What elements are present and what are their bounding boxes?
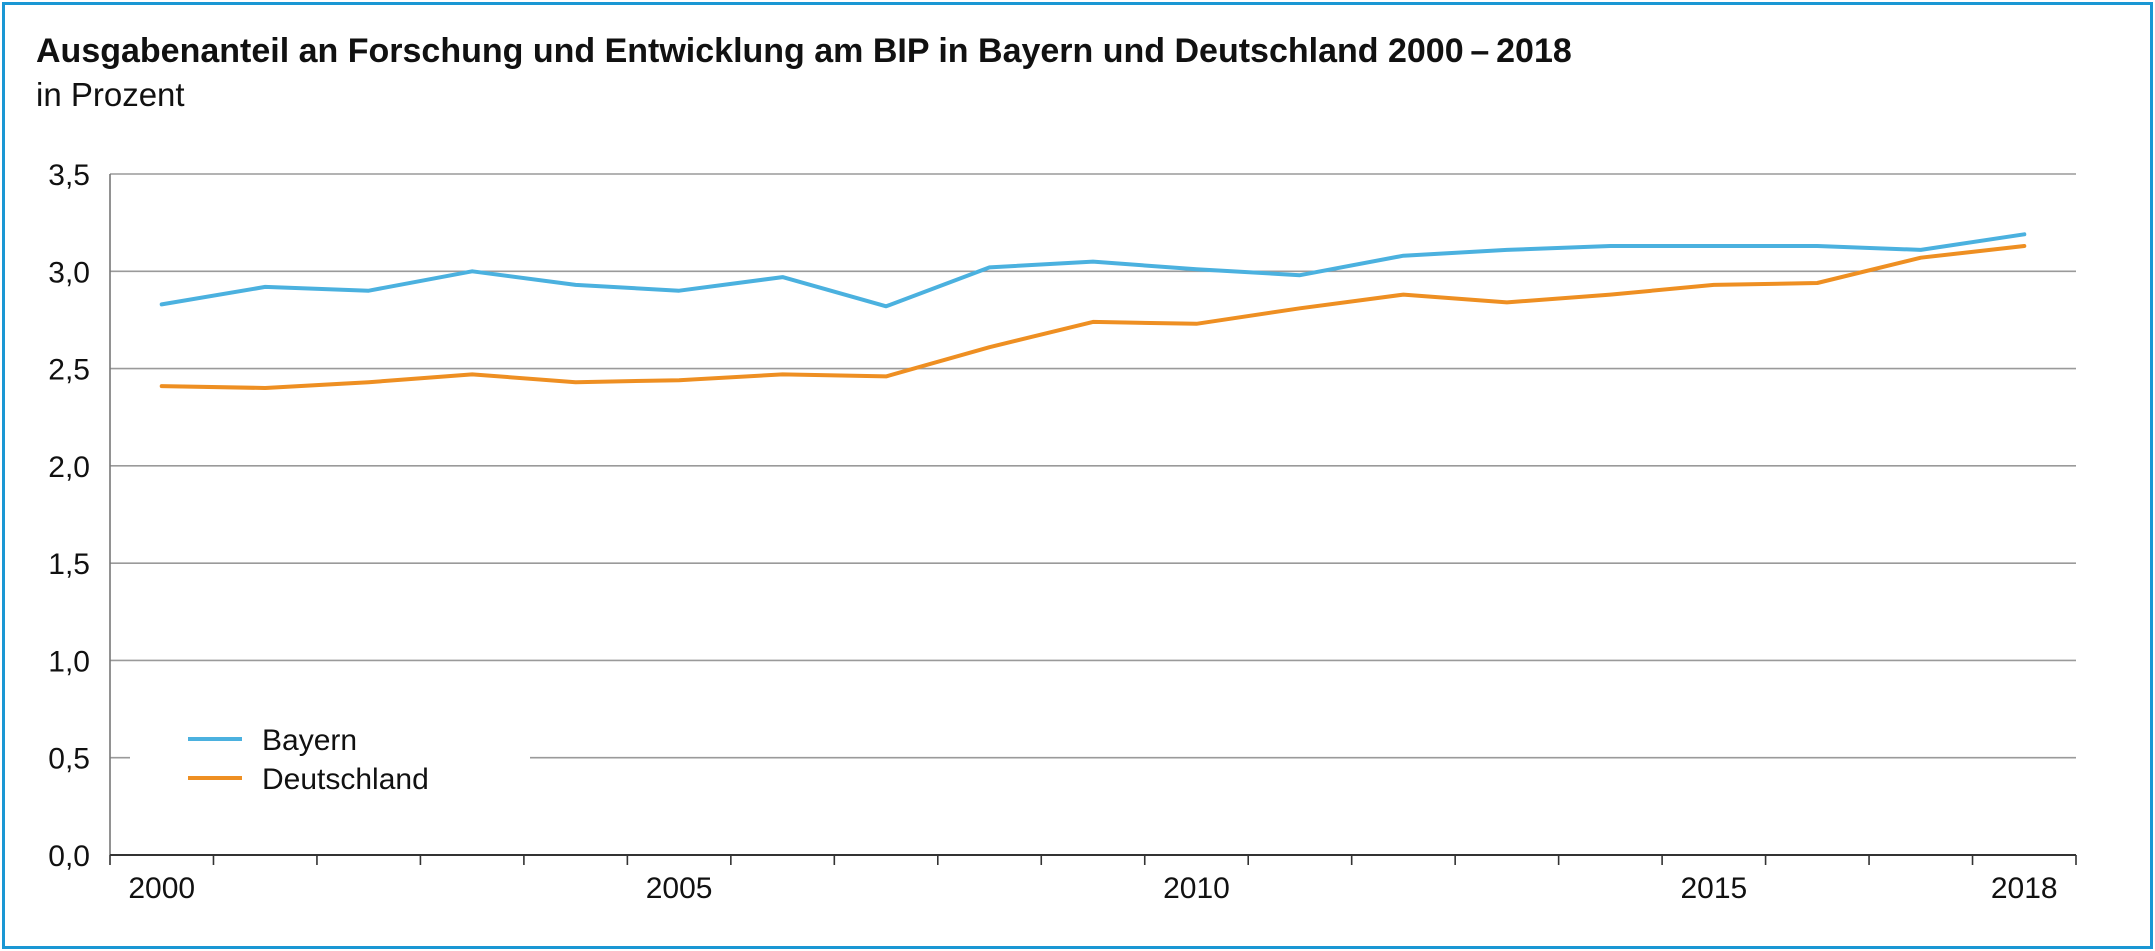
- y-tick-label: 1,0: [48, 645, 90, 678]
- y-tick-label: 2,0: [48, 451, 90, 484]
- x-tick-label: 2018: [1991, 872, 2058, 905]
- y-tick-label: 1,5: [48, 548, 90, 581]
- chart-title: Ausgabenanteil an Forschung und Entwickl…: [36, 32, 1572, 70]
- legend-background: [130, 711, 530, 811]
- x-tick-label: 2000: [128, 872, 195, 905]
- gridlines: [110, 173, 2076, 759]
- legend: Bayern Deutschland: [130, 711, 530, 811]
- y-tick-label: 3,5: [48, 159, 90, 192]
- series-line-deutschland: [159, 244, 2027, 390]
- y-tick-label: 3,0: [48, 256, 90, 289]
- y-tick-label: 0,5: [48, 743, 90, 776]
- chart-subtitle: in Prozent: [36, 76, 185, 113]
- series-layer: [159, 232, 2027, 390]
- y-tick-label: 0,0: [48, 840, 90, 873]
- y-tick-label: 2,5: [48, 354, 90, 387]
- legend-label: Bayern: [262, 724, 357, 757]
- x-tick-label: 2015: [1680, 872, 1747, 905]
- legend-label: Deutschland: [262, 763, 429, 796]
- x-tick-label: 2005: [646, 872, 713, 905]
- axes: 0,0 0,5 1,0 1,5 2,0 2,5 3,0 3,5 2000 2005 2010 2015…: [48, 159, 2077, 905]
- x-tick-label: 2010: [1163, 872, 1230, 905]
- series-line-bayern: [159, 232, 2027, 309]
